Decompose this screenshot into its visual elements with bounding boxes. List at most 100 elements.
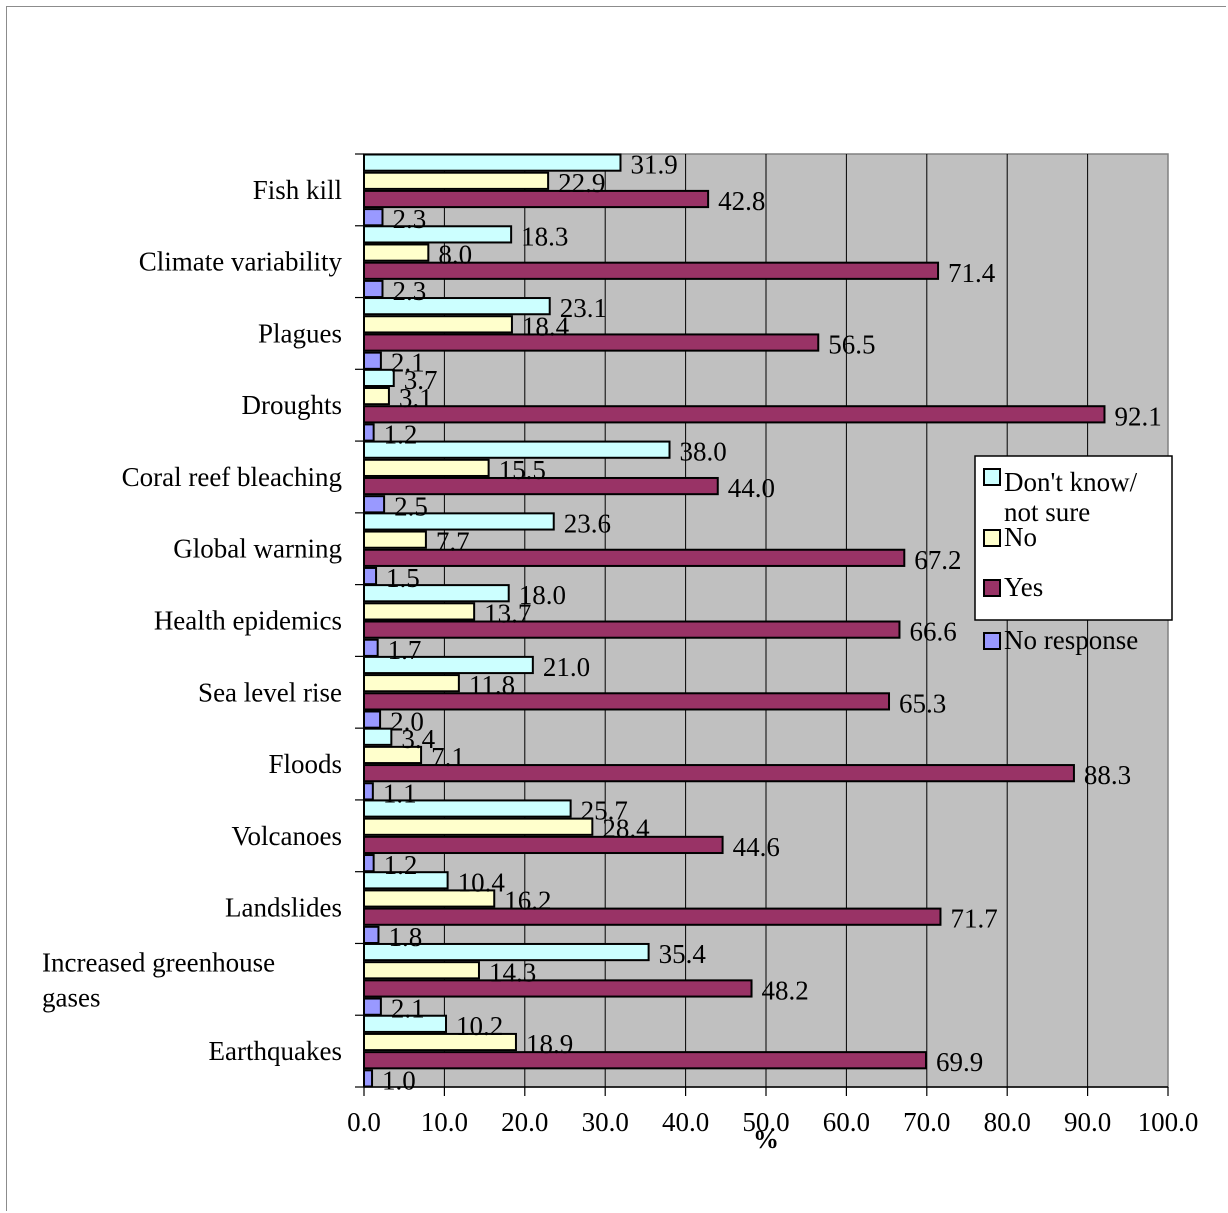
data-label-no-response: 1.7 [388, 635, 422, 665]
bar-dont-know [363, 727, 393, 746]
data-label-no: 7.1 [431, 742, 465, 772]
data-label-dont-know: 23.1 [560, 293, 607, 323]
data-label-no-response: 2.1 [391, 994, 425, 1024]
data-label-no: 22.9 [558, 168, 605, 198]
chart-frame [6, 6, 1226, 1211]
bar-no [363, 171, 550, 190]
data-label-no-response: 1.0 [382, 1065, 416, 1095]
bar-no [363, 602, 476, 621]
legend-swatch-dont-know [983, 468, 1001, 486]
bar-no [363, 961, 480, 980]
data-label-no: 28.4 [602, 814, 650, 844]
data-label-dont-know: 3.4 [401, 724, 435, 754]
data-label-dont-know: 3.7 [404, 365, 438, 395]
x-tick-label: 10.0 [421, 1107, 468, 1137]
category-label: Global warning [173, 534, 342, 564]
data-label-no: 16.2 [504, 885, 551, 915]
bar-no-response [363, 423, 375, 442]
data-label-dont-know: 21.0 [543, 652, 590, 682]
data-label-no: 11.8 [469, 670, 515, 700]
data-label-no: 7.7 [436, 527, 470, 557]
data-label-yes: 48.2 [762, 975, 809, 1005]
bar-no-response [363, 925, 380, 944]
bar-yes [363, 907, 942, 926]
data-label-no-response: 2.5 [394, 491, 428, 521]
data-label-dont-know: 23.6 [564, 508, 611, 538]
category-label: Sea level rise [198, 677, 342, 707]
category-label: Earthquakes [209, 1036, 342, 1066]
data-label-no: 18.4 [522, 311, 570, 341]
legend-swatch-yes [983, 579, 1001, 597]
x-tick-label: 0.0 [347, 1107, 381, 1137]
data-label-yes: 42.8 [718, 186, 765, 216]
bar-no [363, 674, 460, 693]
category-label: gases [42, 982, 100, 1012]
x-axis-title: % [753, 1125, 779, 1154]
legend-swatch-no-response [983, 632, 1001, 650]
data-label-no: 14.3 [489, 957, 536, 987]
data-label-yes: 65.3 [899, 688, 946, 718]
data-label-yes: 66.6 [909, 617, 956, 647]
x-tick-label: 40.0 [662, 1107, 709, 1137]
data-label-no: 13.7 [484, 598, 531, 628]
data-label-yes: 69.9 [936, 1047, 983, 1077]
x-tick-label: 90.0 [1064, 1107, 1111, 1137]
bar-no-response [363, 638, 379, 657]
data-label-yes: 71.7 [950, 904, 997, 934]
data-label-no-response: 1.1 [383, 778, 417, 808]
x-tick-label: 80.0 [984, 1107, 1031, 1137]
legend [974, 455, 1173, 621]
bar-no-response [363, 710, 382, 729]
x-tick-label: 50.0 [742, 1107, 789, 1137]
bar-no [363, 530, 427, 549]
data-label-yes: 56.5 [828, 330, 875, 360]
data-label-no: 8.0 [438, 240, 472, 270]
category-label: Coral reef bleaching [122, 462, 342, 492]
data-label-no-response: 1.2 [384, 420, 418, 450]
data-label-dont-know: 18.0 [519, 580, 566, 610]
category-label: Health epidemics [154, 606, 342, 636]
bar-no-response [363, 854, 375, 873]
data-label-dont-know: 10.4 [458, 867, 506, 897]
data-label-no-response: 2.1 [391, 348, 425, 378]
legend-label-yes: Yes [1004, 572, 1043, 602]
category-label: Climate variability [139, 247, 343, 277]
legend-label-dont-know: not sure [1004, 497, 1090, 527]
data-label-no-response: 1.5 [386, 563, 420, 593]
data-label-dont-know: 31.9 [630, 150, 677, 180]
category-label: Increased greenhouse [42, 947, 275, 977]
category-label: Floods [268, 749, 342, 779]
x-tick-label: 30.0 [582, 1107, 629, 1137]
bar-no [363, 817, 594, 836]
bar-yes [363, 620, 901, 639]
bar-no [363, 387, 390, 406]
bar-yes [363, 333, 820, 352]
category-label: Fish kill [253, 175, 342, 205]
bar-no-response [363, 997, 382, 1016]
category-label: Plagues [258, 318, 342, 348]
x-tick-label: 70.0 [903, 1107, 950, 1137]
bar-no [363, 315, 513, 334]
category-label: Landslides [225, 893, 342, 923]
category-label: Droughts [242, 390, 343, 420]
data-label-dont-know: 18.3 [521, 221, 568, 251]
bar-yes [363, 405, 1106, 424]
data-label-dont-know: 10.2 [456, 1011, 503, 1041]
bar-no-response [363, 566, 378, 586]
bar-yes [363, 835, 724, 855]
bar-no-response [363, 279, 384, 299]
bar-yes [363, 764, 1075, 783]
bar-no-response [363, 495, 386, 514]
data-label-yes: 88.3 [1084, 760, 1131, 790]
category-label: Volcanoes [232, 821, 342, 851]
data-label-no-response: 2.3 [392, 276, 426, 306]
data-label-dont-know: 38.0 [680, 437, 727, 467]
data-label-yes: 71.4 [948, 258, 996, 288]
data-label-no: 15.5 [499, 455, 546, 485]
data-label-no-response: 2.3 [392, 204, 426, 234]
data-label-no-response: 1.8 [388, 922, 422, 952]
legend-label-no-response: No response [1004, 625, 1138, 655]
bar-no [363, 243, 430, 262]
bar-no-response [363, 1069, 374, 1088]
data-label-dont-know: 25.7 [581, 796, 628, 826]
